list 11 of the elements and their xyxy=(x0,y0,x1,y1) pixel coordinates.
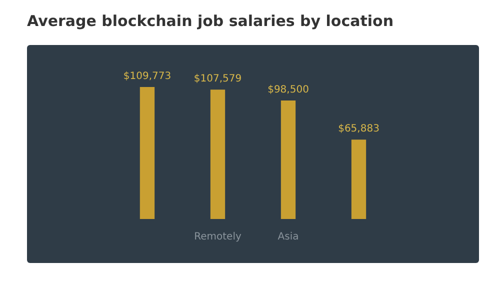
bar xyxy=(351,140,366,219)
bar xyxy=(280,100,296,219)
bar xyxy=(140,86,155,219)
data-label: $98,500 xyxy=(268,84,309,96)
data-label: $65,883 xyxy=(338,124,380,135)
bar xyxy=(210,90,226,219)
x-tick-label: Asia xyxy=(278,232,299,243)
chart-title: Average blockchain job salaries by location xyxy=(27,12,394,30)
x-tick-label: Remotely xyxy=(194,232,242,243)
data-label: $109,773 xyxy=(123,70,172,82)
data-label: $107,579 xyxy=(194,74,242,84)
